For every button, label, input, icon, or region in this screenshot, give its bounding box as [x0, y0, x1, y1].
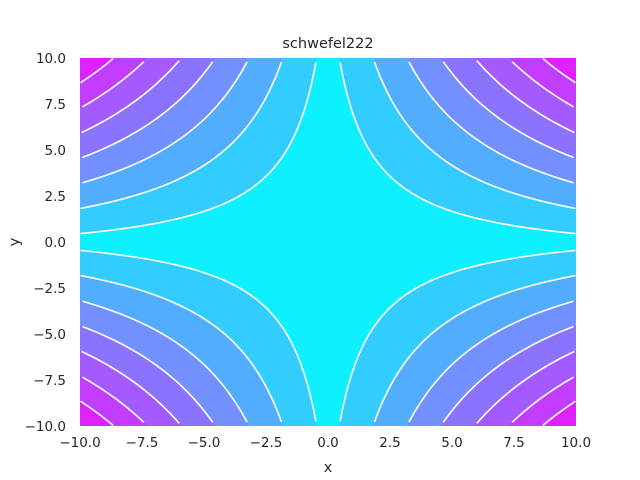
contour-line-level-105-q3 — [80, 400, 114, 427]
x-axis-ticks: −10.0 −7.5 −5.0 −2.5 0.0 2.5 5.0 7.5 10.0 — [59, 435, 591, 451]
y-tick-label: 5.0 — [45, 143, 66, 159]
y-tick-label: 0.0 — [45, 235, 66, 251]
contour-line-level-60-q2 — [82, 61, 214, 159]
contour-line-level-45-q1 — [408, 300, 574, 423]
contour-line-level-90-q0 — [511, 61, 574, 108]
x-tick-label: −2.5 — [250, 435, 283, 451]
y-tick-label: 10.0 — [36, 51, 66, 67]
contour-line-level-90-q1 — [511, 376, 574, 423]
contour-line-level-30-q2 — [80, 61, 283, 210]
contour-line-level-75-q2 — [81, 60, 180, 134]
x-tick-label: 10.0 — [561, 435, 591, 451]
y-axis-label: y — [7, 237, 23, 246]
x-tick-label: 0.0 — [317, 435, 338, 451]
contour-line-level-90-q2 — [82, 61, 145, 108]
contour-lines — [80, 57, 576, 427]
contour-fill — [80, 58, 576, 426]
contour-line-level-15-q1 — [339, 249, 576, 422]
contour-line-level-105-q0 — [542, 57, 576, 84]
contour-line-level-60-q3 — [82, 325, 214, 423]
contour-line-level-75-q1 — [476, 350, 575, 424]
contour-line-level-105-q1 — [542, 400, 576, 427]
plot-area — [80, 57, 576, 427]
y-tick-label: −2.5 — [33, 281, 66, 297]
y-tick-label: −7.5 — [33, 373, 66, 389]
y-tick-label: −10.0 — [25, 419, 66, 435]
contour-line-level-15-q2 — [80, 62, 317, 235]
contour-line-level-75-q0 — [476, 60, 575, 134]
contour-line-level-30-q3 — [80, 274, 283, 423]
contour-line-level-60-q0 — [442, 61, 574, 159]
chart-title: schwefel222 — [282, 36, 373, 52]
contour-line-level-15-q0 — [339, 62, 576, 235]
x-tick-label: 7.5 — [503, 435, 524, 451]
y-tick-label: 7.5 — [45, 97, 66, 113]
contour-line-level-30-q0 — [373, 61, 576, 210]
contour-line-level-105-q2 — [80, 57, 114, 84]
x-axis-label: x — [324, 460, 333, 476]
y-axis-ticks: −10.0 −7.5 −5.0 −2.5 0.0 2.5 5.0 7.5 10.0 — [25, 51, 66, 435]
y-tick-label: 2.5 — [45, 189, 66, 205]
contour-line-level-90-q3 — [82, 376, 145, 423]
contour-line-level-30-q1 — [373, 274, 576, 423]
x-tick-label: 2.5 — [379, 435, 400, 451]
x-tick-label: −10.0 — [59, 435, 100, 451]
contour-line-level-45-q0 — [408, 61, 574, 184]
contour-line-level-15-q3 — [80, 249, 317, 422]
contour-line-level-75-q3 — [81, 350, 180, 424]
x-tick-label: −5.0 — [188, 435, 221, 451]
y-tick-label: −5.0 — [33, 327, 66, 343]
contour-line-level-60-q1 — [442, 325, 574, 423]
contour-line-level-45-q3 — [82, 300, 248, 423]
contour-line-level-45-q2 — [82, 61, 248, 184]
x-tick-label: −7.5 — [126, 435, 159, 451]
x-tick-label: 5.0 — [441, 435, 462, 451]
